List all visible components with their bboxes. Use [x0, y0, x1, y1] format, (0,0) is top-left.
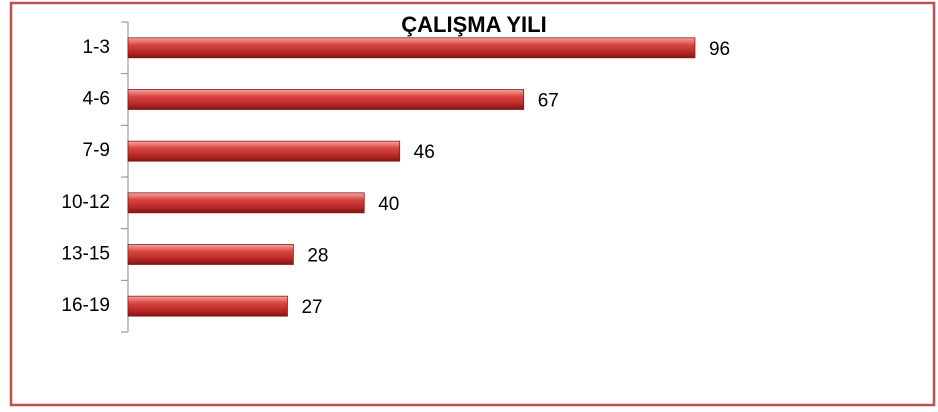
category-label: 13-15	[61, 244, 110, 265]
data-label: 40	[378, 194, 399, 215]
category-label: 16-19	[61, 295, 110, 316]
bar	[127, 37, 696, 59]
category-label: 4-6	[83, 89, 110, 110]
bar	[127, 140, 401, 162]
category-label: 7-9	[83, 140, 110, 161]
data-label: 27	[301, 297, 322, 318]
bar	[127, 89, 525, 110]
category-label: 10-12	[61, 192, 110, 213]
data-label: 28	[307, 246, 328, 267]
bar	[127, 244, 294, 265]
data-label: 46	[414, 142, 435, 163]
chart-title: ÇALIŞMA YILI	[401, 12, 546, 37]
data-label: 67	[538, 91, 559, 112]
data-label: 96	[709, 39, 730, 60]
bar	[127, 295, 288, 317]
category-label: 1-3	[83, 37, 110, 58]
bar	[127, 192, 365, 214]
